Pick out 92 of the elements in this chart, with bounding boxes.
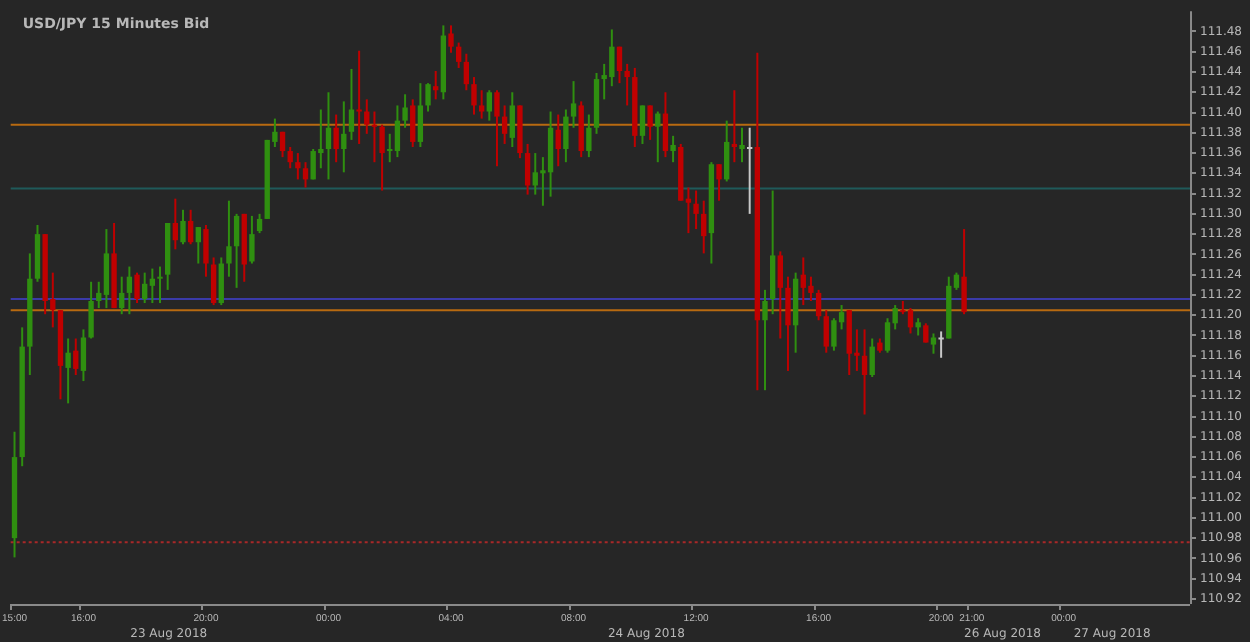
candlestick [233, 212, 240, 289]
candlestick [555, 113, 561, 168]
candlestick [249, 214, 255, 265]
candlestick [624, 62, 630, 107]
candlestick [371, 110, 378, 164]
candlestick [869, 337, 875, 379]
candlestick [501, 104, 508, 145]
candlestick [180, 208, 186, 246]
candlestick [103, 228, 110, 310]
candlestick [907, 307, 914, 335]
candlestick [662, 91, 669, 159]
candlestick [157, 265, 163, 305]
candlestick [73, 337, 79, 376]
candlestick [425, 82, 431, 113]
candlestick [792, 271, 799, 354]
candlestick [325, 91, 332, 181]
candlestick [310, 148, 316, 181]
candlestick [777, 250, 783, 340]
candlestick [639, 104, 646, 145]
candlestick [586, 113, 592, 159]
candlestick [716, 163, 722, 202]
candlestick [364, 98, 370, 135]
candlestick [226, 199, 232, 278]
candlestick [808, 275, 814, 303]
candlestick [693, 189, 699, 231]
candlestick [747, 126, 753, 215]
candlestick [938, 330, 944, 359]
candlestick [394, 104, 401, 159]
candlestick [570, 80, 577, 129]
candlestick [195, 226, 201, 265]
candlestick [448, 24, 454, 54]
candlestick [800, 256, 806, 307]
candlestick [724, 119, 730, 183]
candlestick [88, 280, 94, 340]
candlestick [417, 82, 424, 148]
candlestick [739, 126, 745, 164]
candlestick [731, 89, 738, 164]
candlestick [287, 145, 293, 170]
candlestick [769, 189, 776, 316]
candlestick [670, 134, 676, 164]
candlestick [563, 108, 569, 164]
candlestick [823, 309, 829, 354]
candlestick [410, 98, 416, 148]
candlestick [142, 271, 148, 305]
candlestick [302, 161, 309, 189]
candlestick [341, 100, 347, 174]
candlestick [433, 69, 439, 101]
candlestick [547, 110, 554, 198]
candlestick [701, 199, 707, 255]
candlestick [172, 197, 179, 251]
candlestick [379, 123, 385, 192]
candlestick [295, 152, 301, 181]
candlestick [256, 212, 263, 235]
candlestick [609, 28, 615, 88]
candlestick [456, 41, 462, 69]
candlestick [846, 309, 852, 376]
candlestick [333, 113, 339, 164]
candlestick [762, 288, 768, 392]
candlestick [831, 317, 837, 352]
candlestick [647, 104, 653, 141]
candlestick [348, 67, 355, 141]
candlestick [524, 142, 531, 196]
candlestick [785, 275, 791, 372]
candlestick [616, 45, 623, 85]
candlestick [930, 332, 937, 355]
candlestick [126, 265, 133, 316]
candlestick [494, 89, 500, 168]
candlestick [509, 91, 515, 148]
candlestick [463, 52, 470, 92]
candlestick [203, 224, 209, 278]
candlestick [218, 256, 224, 307]
candlestick [532, 152, 538, 196]
candlestick [65, 337, 71, 405]
candlestick [517, 104, 523, 160]
candlestick [471, 76, 477, 116]
candlestick [187, 208, 194, 246]
candlestick [356, 49, 362, 145]
candlestick [655, 110, 661, 164]
candlestick [578, 100, 584, 159]
candlestick [119, 275, 125, 316]
candlestick [486, 89, 492, 122]
candlestick [402, 93, 408, 129]
candlestick [210, 256, 217, 307]
candlestick [149, 267, 156, 305]
candlestick [478, 89, 485, 120]
candlestick [961, 228, 967, 316]
candlestick [80, 328, 87, 383]
candlestick [134, 271, 140, 305]
candlestick [861, 328, 868, 416]
candlestick [923, 322, 929, 344]
candlestick [279, 130, 286, 159]
candlestick [815, 288, 822, 322]
